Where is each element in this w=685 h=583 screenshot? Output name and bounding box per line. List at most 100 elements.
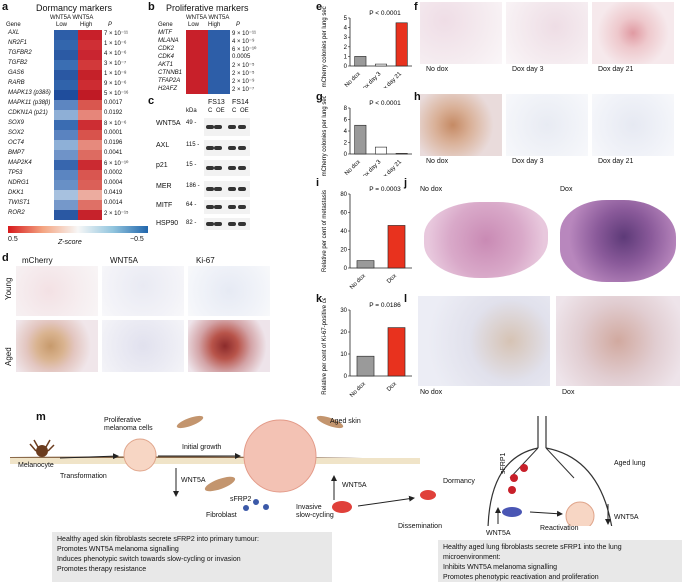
- heatmap-cell-low: [54, 130, 78, 140]
- schematic-m: [9, 415, 613, 526]
- blot-band: [206, 146, 214, 150]
- blot-band: [206, 187, 214, 191]
- bar: [387, 327, 406, 377]
- blot-mw-marker: 82 -: [186, 220, 197, 226]
- m-label-invasive: Invasive slow-cycling: [296, 504, 334, 519]
- blot-band: [238, 146, 246, 150]
- blot-band: [228, 125, 236, 129]
- heatmap-p-value: 2 × 10⁻⁹: [232, 79, 255, 85]
- heatmap-cell-low: [186, 62, 208, 70]
- heatmap-gene-label: TGFB2: [8, 60, 28, 66]
- panel-label-e: e: [316, 1, 323, 13]
- d-young-mcherry-image: [16, 266, 98, 316]
- heatmap-p-value: 8 × 10⁻⁶: [104, 121, 127, 127]
- heatmap-gene-label: OCT4: [8, 140, 25, 146]
- heatmap-cell-high: [78, 90, 102, 100]
- y-tick-label: 2: [344, 141, 348, 147]
- zscore-colorbar: [8, 226, 148, 233]
- dissemination-arrow: [357, 495, 415, 507]
- heatmap-gene-label: AKT1: [158, 62, 174, 68]
- panel-label-c: c: [148, 95, 155, 107]
- m-label-sfrp1: sFRP1: [500, 452, 507, 474]
- heatmap-cell-high: [208, 46, 230, 54]
- blot-mw-marker: 115 -: [186, 142, 200, 148]
- heatmap-cell-low: [186, 78, 208, 86]
- zscore-min-label: 0.5: [8, 236, 18, 243]
- blot-band: [214, 187, 222, 191]
- m-label-melanocyte: Melanocyte: [18, 462, 54, 469]
- heatmap-gene-label: TFAP2A: [158, 78, 181, 84]
- heatmap-p-value: 2 × 10⁻¹⁵: [104, 211, 129, 217]
- heatmap-cell-high: [78, 170, 102, 180]
- m-label-fibroblast: Fibroblast: [206, 512, 237, 519]
- blot-mw-marker: 49 -: [186, 120, 197, 126]
- heatmap-gene-label: GAS6: [8, 70, 25, 76]
- panel-c-lane-1: C: [208, 108, 213, 114]
- blot-mw-marker: 186 -: [186, 183, 200, 189]
- m-label-reactivation: Reactivation: [540, 525, 579, 532]
- panel-a-title: Dormancy markers: [36, 3, 113, 13]
- panel-b-high-header: High: [208, 22, 221, 28]
- blot-row-label: p21: [156, 162, 168, 169]
- heatmap-p-value: 6 × 10⁻¹⁰: [104, 161, 129, 167]
- j-nodox-image: [418, 196, 552, 286]
- heatmap-cell-high: [78, 50, 102, 60]
- blot-band: [228, 205, 236, 209]
- panel-label-l: l: [404, 293, 408, 305]
- invasive-cell-icon: [332, 501, 352, 513]
- blot-row-label: WNT5A: [156, 120, 181, 127]
- x-tick-label: No dox: [349, 273, 367, 290]
- panel-d-row-young: Young: [4, 277, 13, 300]
- heatmap-p-value: 0.0196: [104, 140, 123, 146]
- x-tick-label: Dox: [386, 381, 398, 393]
- heatmap-gene-label: DKK1: [8, 190, 24, 196]
- y-tick-label: 4: [344, 129, 348, 135]
- heatmap-p-value: 4 × 10⁻⁶: [104, 51, 127, 57]
- p-value-label: P < 0.0001: [369, 10, 401, 17]
- blot-mw-marker: 15 -: [186, 162, 197, 168]
- heatmap-p-value: 1 × 10⁻⁸: [104, 71, 127, 77]
- panel-d-col-mcherry: mCherry: [22, 256, 53, 265]
- panel-label-i: i: [316, 177, 320, 189]
- heatmap-cell-high: [78, 120, 102, 130]
- heatmap-p-value: 4 × 10⁻⁹: [232, 39, 255, 45]
- d-young-wnt5a-image: [102, 266, 184, 316]
- reactivated-colony-icon: [565, 501, 595, 526]
- panel-label-g: g: [316, 91, 323, 103]
- transformation-arrow: [59, 453, 119, 460]
- heatmap-p-value: 2 × 10⁻⁵: [232, 63, 255, 69]
- panel-label-k: k: [316, 293, 323, 305]
- heatmap-cell-low: [54, 40, 78, 50]
- heatmap-p-value: 5 × 10⁻¹⁶: [104, 91, 129, 97]
- heatmap-p-value: 2 × 10⁻⁵: [232, 71, 255, 77]
- panel-c-lane-3: C: [232, 108, 237, 114]
- heatmap-cell-low: [54, 200, 78, 210]
- panel-c-lane-2: OE: [216, 108, 225, 114]
- heatmap-cell-high: [78, 160, 102, 170]
- panel-label-f: f: [414, 1, 418, 13]
- f-nodox-image: [420, 2, 502, 64]
- heatmap-gene-label: NR2F1: [8, 40, 28, 46]
- bar: [354, 124, 367, 155]
- bar: [387, 225, 406, 269]
- heatmap-gene-label: TWIST1: [8, 200, 30, 206]
- heatmap-cell-low: [186, 86, 208, 94]
- heatmap-cell-high: [78, 150, 102, 160]
- x-tick-label: Dox: [386, 273, 398, 285]
- m-label-wnt5a-lung: WNT5A: [486, 530, 511, 537]
- blot-band: [238, 166, 246, 170]
- d-aged-mcherry-image: [16, 320, 98, 372]
- l-caption-nodox: No dox: [420, 389, 443, 396]
- m-label-proliferative: Proliferative melanoma cells: [104, 417, 153, 432]
- panel-label-j: j: [404, 177, 408, 189]
- lung-cell-dot: [510, 474, 518, 482]
- panel-d-col-wnt5a: WNT5A: [110, 256, 138, 265]
- heatmap-cell-low: [186, 46, 208, 54]
- sfrp2-dot: [253, 499, 259, 505]
- heatmap-cell-high: [78, 80, 102, 90]
- disseminated-cell-icon: [420, 490, 436, 500]
- heatmap-p-value: 1 × 10⁻⁶: [104, 41, 127, 47]
- blot-row-label: AXL: [156, 142, 170, 149]
- y-axis-label: Relative per cent of metastasis: [322, 190, 328, 272]
